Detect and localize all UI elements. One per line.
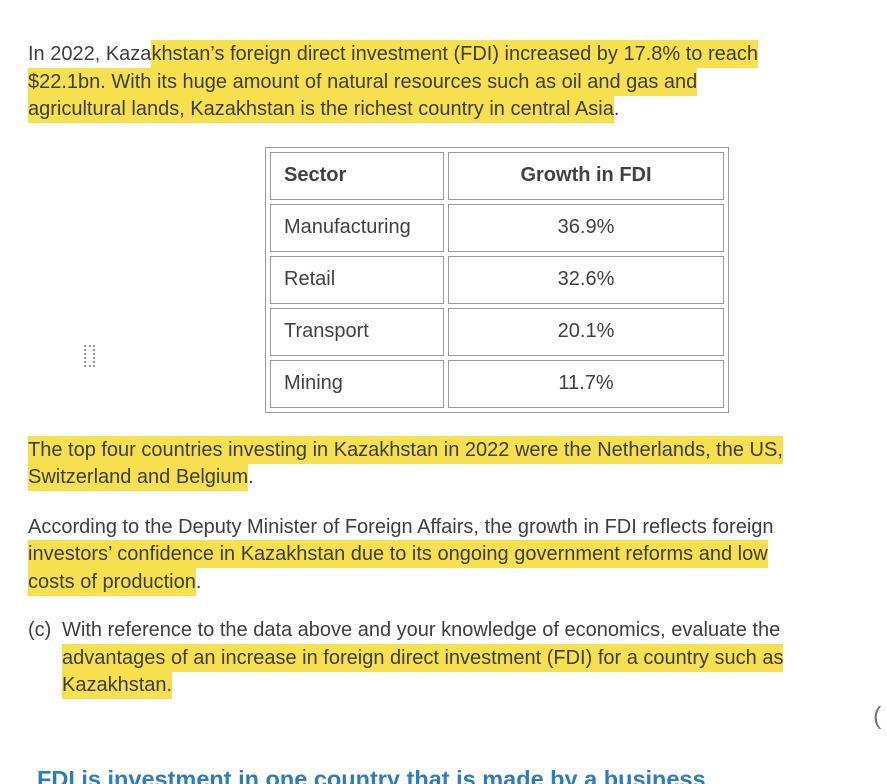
plain-text: .	[195, 570, 202, 593]
plain-text: .	[248, 466, 254, 488]
question-label: (c)	[28, 619, 52, 641]
column-header-growth-in-fdi: Growth in FDI	[448, 151, 724, 200]
text-line: Kazakhstan.	[62, 671, 783, 700]
text-line: advantages of an increase in foreign dir…	[62, 643, 784, 673]
placeholder-box-glyph	[84, 345, 95, 367]
sector-cell: Retail	[270, 255, 444, 304]
highlighted-text: advantages of an increase in foreign dir…	[62, 643, 784, 672]
highlighted-text: The top four countries investing in Kaza…	[28, 435, 783, 464]
sector-cell: Transport	[270, 307, 444, 356]
text-line: agricultural lands, Kazakhstan is the ri…	[28, 95, 859, 124]
growth-value-cell: 20.1%	[448, 307, 724, 356]
question-c: (c) With reference to the data above and…	[28, 617, 859, 700]
paragraph-minister-quote: According to the Deputy Minister of Fore…	[28, 514, 859, 597]
marks-open-paren: (	[873, 702, 882, 730]
passage-content: In 2022, Kazakhstan’s foreign direct inv…	[28, 40, 859, 700]
text-line: According to the Deputy Minister of Fore…	[28, 514, 859, 542]
highlighted-text: Kazakhstan.	[62, 671, 173, 699]
highlighted-text: $22.1bn. With its huge amount of natural…	[28, 67, 698, 96]
table-row: Mining 11.7%	[270, 359, 724, 408]
text-line: $22.1bn. With its huge amount of natural…	[28, 67, 859, 97]
highlighted-text: Switzerland and Belgium	[28, 463, 249, 491]
growth-value-cell: 36.9%	[448, 203, 724, 252]
paragraph-top-countries: The top four countries investing in Kaza…	[28, 435, 859, 492]
highlighted-text: khstan’s foreign direct investment (FDI)…	[151, 40, 759, 68]
question-body: With reference to the data above and you…	[62, 617, 784, 700]
sector-cell: Manufacturing	[270, 203, 444, 252]
highlighted-text: agricultural lands, Kazakhstan is the ri…	[28, 95, 614, 123]
plain-text: According to the Deputy Minister of Fore…	[28, 515, 774, 538]
highlighted-text: investors’ confidence in Kazakhstan due …	[28, 540, 768, 568]
text-line: costs of production.	[28, 567, 859, 597]
growth-value-cell: 11.7%	[448, 359, 724, 408]
highlighted-text: costs of production	[28, 567, 196, 596]
text-line: The top four countries investing in Kaza…	[28, 435, 859, 465]
text-line: investors’ confidence in Kazakhstan due …	[28, 540, 859, 569]
fdi-growth-table: Sector Growth in FDI Manufacturing 36.9% R…	[265, 146, 729, 413]
table-row: Retail 32.6%	[270, 255, 724, 304]
table-row: Manufacturing 36.9%	[270, 203, 724, 252]
text-line: With reference to the data above and you…	[62, 617, 783, 645]
plain-text: .	[613, 98, 620, 120]
plain-text: In 2022, Kaza	[28, 43, 152, 65]
plain-text: With reference to the data above and you…	[62, 619, 781, 641]
sector-cell: Mining	[270, 359, 444, 408]
fdi-table-body: Manufacturing 36.9% Retail 32.6% Transport 20…	[270, 203, 724, 408]
column-header-sector: Sector	[270, 151, 444, 200]
text-line: Switzerland and Belgium.	[28, 463, 859, 492]
text-line: In 2022, Kazakhstan’s foreign direct inv…	[28, 40, 859, 69]
table-header-row: Sector Growth in FDI	[270, 151, 724, 200]
answer-text-preview: FDI is investment in one country that is…	[37, 766, 706, 784]
table-row: Transport 20.1%	[270, 307, 724, 356]
paragraph-fdi-intro: In 2022, Kazakhstan’s foreign direct inv…	[28, 40, 859, 124]
growth-value-cell: 32.6%	[448, 255, 724, 304]
